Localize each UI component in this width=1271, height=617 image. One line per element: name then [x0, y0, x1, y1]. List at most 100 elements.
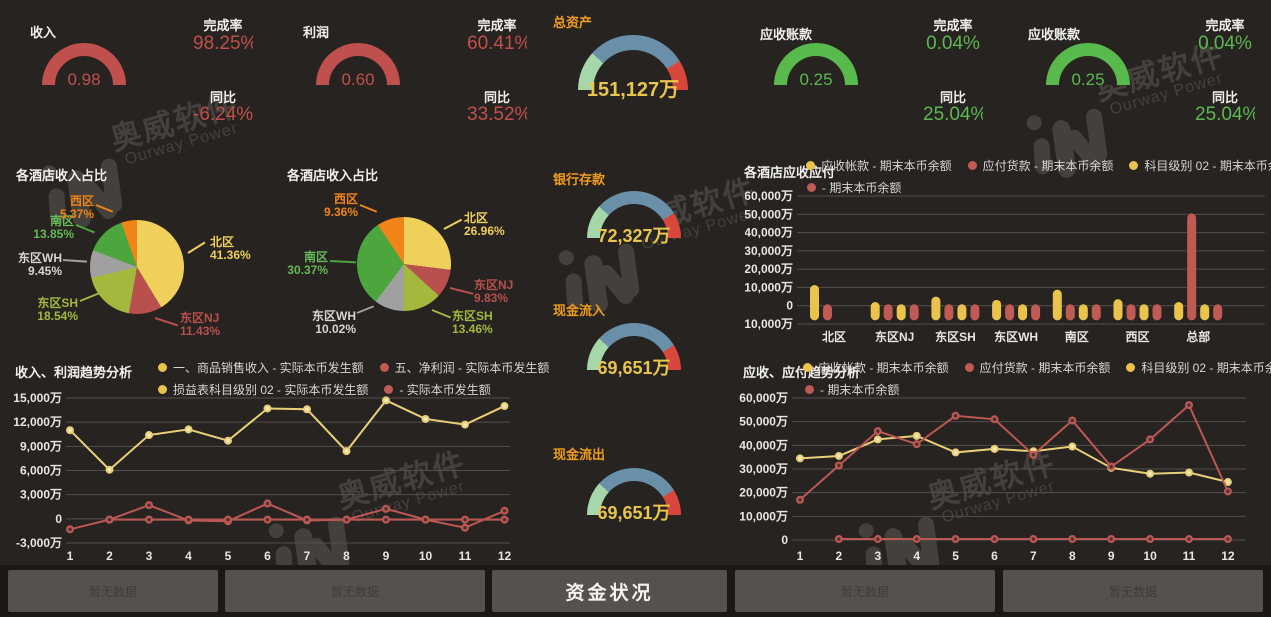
legend-item[interactable]: 科目级别 02 - 期末本币余额 — [1129, 157, 1271, 174]
svg-text:10: 10 — [419, 549, 433, 563]
pie-leader-line — [431, 309, 451, 319]
legend-item[interactable]: 应付货款 - 期末本币余额 — [964, 359, 1110, 376]
tab-button[interactable]: 暂无数据 — [225, 570, 485, 612]
legend-item[interactable]: - 期末本币余额 — [805, 381, 899, 398]
pie-slice-label: 北区 41.36% — [210, 235, 251, 262]
bank-deposit-value: 72,327万 — [597, 226, 671, 246]
legend-dot-icon — [158, 362, 167, 372]
legend-label: 应收帐款 - 期末本币余额 — [821, 158, 952, 173]
bar — [870, 302, 880, 321]
svg-text:1: 1 — [797, 549, 804, 563]
bar — [896, 304, 906, 321]
legend-item[interactable]: 科目级别 02 - 期末本币余额 — [1126, 359, 1271, 376]
pie-slice-label: 东区NJ 11.43% — [180, 311, 221, 338]
bank-deposit-label: 银行存款 — [553, 172, 606, 187]
legend-item[interactable]: 五、净利润 - 实际本币发生额 — [379, 359, 550, 376]
line-chart: 15,000万 12,000万 9,000万 6,000万 3,000万 0 -3,000万… — [10, 390, 535, 575]
svg-text:东区WH: 东区WH — [994, 329, 1038, 344]
legend-dot-icon — [807, 182, 816, 192]
svg-text:7: 7 — [1030, 549, 1037, 563]
bar — [1018, 304, 1028, 321]
bar — [1187, 213, 1197, 321]
pie-slice-label: 东区SH 18.54% — [37, 296, 78, 323]
svg-text:-10,000万: -10,000万 — [745, 317, 793, 331]
yoy-label: 同比 — [939, 90, 966, 105]
pie-leader-line — [443, 218, 463, 230]
bar — [909, 304, 919, 321]
legend-label: 五、净利润 - 实际本币发生额 — [394, 360, 550, 375]
profit-completion-value: 60.41% — [467, 33, 527, 54]
tab-button[interactable]: 暂无数据 — [1003, 570, 1263, 612]
total-assets-value: 151,127万 — [586, 79, 680, 101]
bar — [992, 299, 1002, 321]
yoy-label: 同比 — [483, 90, 510, 105]
legend-item[interactable]: 损益表科目级别 02 - 实际本币发生额 — [158, 381, 368, 398]
yoy-label: 同比 — [209, 90, 236, 105]
pie-left-title: 各酒店收入占比 — [16, 168, 108, 183]
line-series — [799, 434, 1229, 483]
legend-item[interactable]: - 实际本币发生额 — [384, 381, 491, 398]
svg-text:-3,000万: -3,000万 — [16, 536, 62, 550]
line-chart: 60,000万 50,000万 40,000万 30,000万 20,000万 10,00… — [738, 390, 1271, 575]
completion-label: 完成率 — [203, 18, 243, 33]
svg-text:5: 5 — [952, 549, 959, 563]
pie-slice-label: 西区 5.37% — [59, 194, 94, 221]
pie-leader-line — [187, 241, 206, 254]
line-right-legend: 应收帐款 - 期末本币余额 应付货款 - 期末本币余额 科目级别 02 - 期末本币… — [803, 359, 1271, 376]
pie-leader-line — [154, 317, 179, 327]
bar — [823, 304, 832, 321]
receivable-gauge-label: 应收账款 — [760, 27, 813, 42]
tab-button[interactable]: 暂无数据 — [8, 570, 218, 612]
cash-in-label: 现金流入 — [553, 303, 606, 318]
bar-chart: 60,000万 50,000万 40,000万 30,000万 20,000万 10,00… — [740, 188, 1271, 353]
bar — [1126, 304, 1136, 321]
legend-label: 科目级别 02 - 期末本币余额 — [1141, 360, 1271, 375]
svg-text:4: 4 — [913, 549, 920, 563]
pie-leader-line — [79, 292, 99, 302]
bar-chart-legend: - 期末本币余额 — [807, 179, 901, 196]
line-left-legend: 损益表科目级别 02 - 实际本币发生额 - 实际本币发生额 — [158, 381, 491, 398]
receivable-gauge-value: 0.25 — [799, 70, 833, 89]
legend-item[interactable]: 一、商品销售收入 - 实际本币发生额 — [158, 359, 364, 376]
income-gauge-label: 收入 — [30, 25, 57, 40]
pie-slice-label: 南区 30.37% — [287, 250, 328, 277]
bar — [957, 304, 967, 321]
svg-text:60,000万: 60,000万 — [739, 391, 788, 405]
receivable-yoy-value: 25.04% — [1195, 104, 1255, 125]
svg-text:50,000万: 50,000万 — [739, 415, 788, 429]
legend-dot-icon — [805, 384, 814, 394]
bar — [1078, 304, 1088, 321]
legend-item[interactable]: 应收帐款 - 期末本币余额 — [806, 157, 952, 174]
ourway-logo-icon — [1023, 98, 1116, 195]
tab-button[interactable]: 暂无数据 — [735, 570, 995, 612]
svg-text:10: 10 — [1143, 549, 1157, 563]
svg-text:20,000万: 20,000万 — [739, 486, 788, 500]
legend-item[interactable]: 应收帐款 - 期末本币余额 — [803, 359, 949, 376]
bar — [810, 285, 819, 321]
bar — [1065, 304, 1075, 321]
tab-button-active[interactable]: 资金状况 — [492, 570, 727, 612]
svg-text:北区: 北区 — [822, 329, 846, 344]
svg-text:0: 0 — [781, 533, 788, 547]
completion-label: 完成率 — [477, 18, 517, 33]
receivable-gauge-value: 0.25 — [1071, 70, 1105, 89]
legend-item[interactable]: - 期末本币余额 — [807, 179, 901, 196]
svg-text:6: 6 — [264, 549, 271, 563]
svg-text:30,000万: 30,000万 — [739, 462, 788, 476]
svg-text:0: 0 — [786, 299, 793, 313]
legend-dot-icon — [158, 384, 167, 394]
line-right-legend: - 期末本币余额 — [805, 381, 899, 398]
bar — [883, 304, 893, 321]
svg-text:2: 2 — [836, 549, 843, 563]
tab-button-label: 暂无数据 — [330, 584, 379, 599]
svg-text:东区NJ: 东区NJ — [875, 329, 914, 344]
svg-text:12,000万: 12,000万 — [13, 415, 62, 429]
svg-text:8: 8 — [343, 549, 350, 563]
pie-slice-label: 北区 26.96% — [464, 211, 505, 238]
cash-out-gauge-arc — [587, 468, 681, 515]
tab-button-label: 资金状况 — [565, 582, 654, 604]
legend-item[interactable]: 应付货款 - 期末本币余额 — [967, 157, 1113, 174]
legend-dot-icon — [379, 362, 389, 372]
tab-button-label: 暂无数据 — [840, 584, 889, 599]
svg-text:15,000万: 15,000万 — [13, 391, 62, 405]
